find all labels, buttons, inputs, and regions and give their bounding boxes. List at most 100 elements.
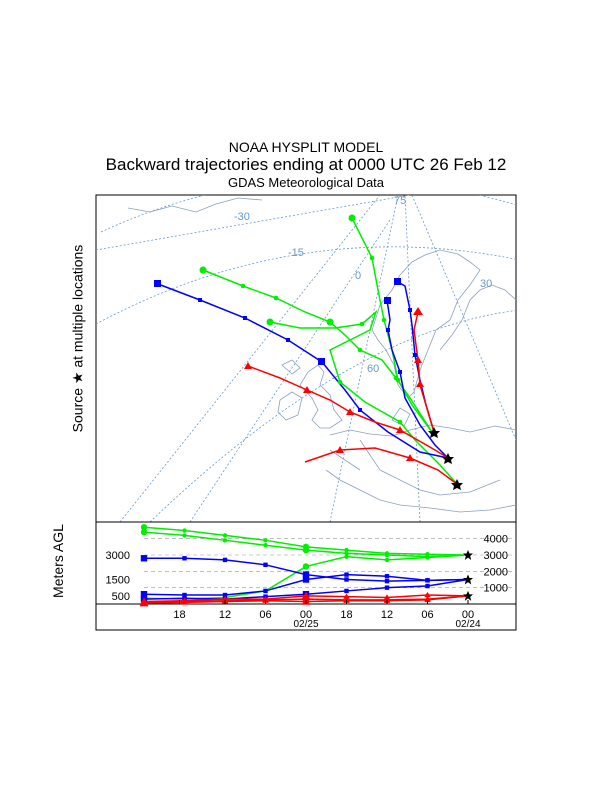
map-marker-green-3 [337,379,343,385]
source-star-3 [451,479,463,490]
height-point-blue [302,571,310,578]
map-marker-red-2 [406,454,414,461]
height-point-blue [140,591,148,598]
map-marker-red-3-start [413,307,423,315]
start-height-label: 1500 [106,575,130,587]
map-marker-blue-1 [358,408,362,412]
trajectory-map: -30 -15 0 75 60 30 [95,194,517,523]
map-marker-green-1 [369,255,375,261]
start-height-star [463,550,473,561]
north-sea-coast [329,424,516,437]
date-label: 02/24 [455,619,480,630]
height-point-red [424,596,431,603]
right-axis-tick-label: 3000 [484,550,508,562]
height-point-green [384,557,390,563]
height-point-blue [222,557,228,563]
right-axis-tick-label: 2000 [484,566,508,578]
faroe-coast [281,359,301,375]
start-markers [463,550,473,601]
height-point-blue [182,556,187,561]
map-marker-red-1 [303,386,311,393]
time-tick-label: 00 [462,609,474,621]
map-marker-blue-3 [386,328,390,332]
height-labels-layer: 3000 1500 500 4000 3000 2000 1000 18 12 06 00 18 12 0… [106,534,508,630]
time-tick-label: 12 [219,609,231,621]
height-point-green [140,528,148,536]
map-marker-blue-1 [198,298,202,302]
height-point-red [139,598,149,607]
chart-title: Backward trajectories ending at 0000 UTC… [105,155,507,174]
map-marker-green-3-start [266,318,274,326]
great-britain [299,364,343,429]
height-point-green [182,533,187,538]
map-marker-green-3 [397,419,403,425]
height-point-green [302,563,310,570]
height-point-green [302,546,310,554]
map-marker-red-1 [396,426,404,433]
map-marker-green-2-start [199,266,207,274]
map-marker-green-2 [326,318,334,326]
height-point-green [425,555,430,560]
right-axis-tick-label: 1000 [484,583,508,595]
map-marker-blue-2 [413,353,417,357]
height-point-red [181,599,188,605]
height-point-blue [263,562,268,568]
meridian-30 [411,195,516,441]
height-point-green [140,524,148,531]
height-point-blue [384,574,390,579]
map-marker-green-2 [357,347,363,353]
parallel-70-arc [96,246,516,325]
height-point-blue [302,576,310,583]
height-point-green [263,538,268,543]
height-point-blue [344,572,349,577]
grid-label-0: 0 [355,270,361,282]
map-marker-green-3 [359,321,365,327]
time-tick-label: 06 [259,609,271,621]
date-label: 02/25 [293,619,318,630]
source-stars [428,427,463,490]
map-marker-blue-1 [318,358,325,365]
height-point-blue [344,588,349,594]
map-trajectory-markers [154,214,424,461]
map-marker-green-1-start [348,214,356,222]
height-point-green [344,551,349,556]
ireland [277,391,303,421]
source-star-2 [442,453,454,464]
grid-label-60: 60 [367,363,379,375]
map-marker-red-3 [414,356,422,363]
map-marker-blue-1 [286,338,290,342]
time-tick-label: 06 [421,609,433,621]
inland-borders [359,439,501,496]
height-point-blue [344,577,349,582]
map-marker-green-2 [273,295,279,301]
map-frame [95,194,517,523]
height-point-green [222,533,228,538]
grid-label-30: 30 [480,278,492,290]
height-point-blue [222,592,228,598]
height-point-blue [425,583,430,589]
height-point-green [384,552,390,558]
meridian-minus-15 [189,219,391,522]
height-point-blue [182,592,187,598]
map-trajectories [157,217,458,485]
model-title: NOAA HYSPLIT MODEL [228,139,384,155]
map-marker-blue-1 [243,316,247,320]
height-point-blue [384,585,390,590]
start-height-label: 3000 [106,550,130,562]
map-marker-blue-2 [408,308,412,312]
height-point-red [343,593,350,599]
meridian-minus-45 [96,195,411,251]
source-star-1 [428,427,440,438]
height-point-blue [263,588,268,594]
map-traj-green-2 [202,269,433,433]
france-coast [329,449,361,471]
map-marker-red-2 [336,446,344,453]
start-height-star [463,574,473,585]
finland-coast [439,284,516,351]
start-height-label: 500 [112,591,130,603]
grid-label-75: 75 [394,195,406,207]
meridian-15 [404,195,421,522]
map-marker-green-1 [381,317,387,323]
height-point-green [182,528,187,533]
height-point-blue [425,578,430,583]
